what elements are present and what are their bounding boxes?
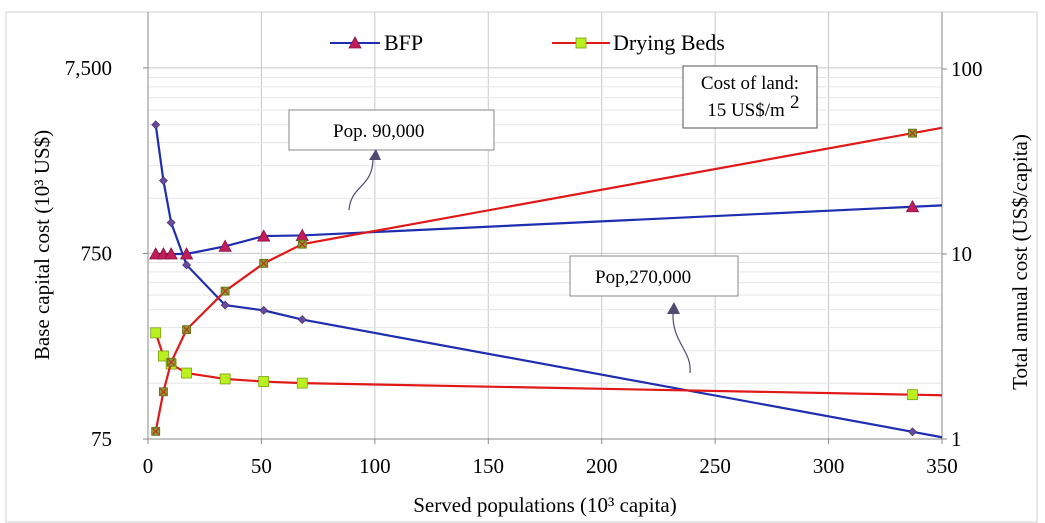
x-tick-label: 250 <box>699 454 731 478</box>
data-point-bfp-capital <box>166 218 176 227</box>
annotation-pop-270000: Pop,270,000 <box>595 267 691 288</box>
y-right-tick-label: 100 <box>951 57 983 81</box>
data-point-drying-beds-annual-x <box>160 388 167 396</box>
data-point-bfp-capital <box>297 315 307 325</box>
x-tick-label: 300 <box>813 454 845 478</box>
annotation-cost-of-land-line2: 15 US$/m <box>707 100 785 121</box>
legend-drying-beds-label: Drying Beds <box>613 30 725 55</box>
data-point-bfp-annual <box>905 199 920 213</box>
data-point-bfp-annual <box>218 239 232 252</box>
x-tick-label: 200 <box>586 454 618 478</box>
data-point-drying-beds-annual-x <box>152 427 160 435</box>
data-point-drying-beds-capital <box>158 350 169 362</box>
y-left-tick-label: 750 <box>81 241 113 265</box>
data-point-bfp-annual <box>257 229 271 242</box>
y-axis-label-right: Total annual cost (US$/capita) <box>1008 134 1032 390</box>
data-point-drying-beds-annual-x <box>183 326 190 334</box>
annotation-arrowhead-pop-270000 <box>667 302 680 314</box>
x-tick-label: 350 <box>926 454 958 478</box>
annotation-box-cost-of-land <box>682 65 818 129</box>
data-point-drying-beds-capital <box>907 389 918 401</box>
data-point-drying-beds-annual-x <box>298 240 306 248</box>
data-point-bfp-capital <box>908 427 917 437</box>
data-point-drying-beds-annual-x <box>221 287 229 295</box>
data-point-drying-beds-annual-x <box>909 129 916 137</box>
data-point-drying-beds-annual-x <box>167 358 175 366</box>
x-tick-label: 100 <box>359 454 391 478</box>
data-point-bfp-capital <box>151 120 161 130</box>
annotation-arrow-pop-90000 <box>348 159 374 211</box>
data-point-bfp-capital <box>159 176 168 186</box>
legend-bfp-label: BFP <box>384 30 423 55</box>
data-point-drying-beds-capital <box>258 376 270 387</box>
chart-frame <box>5 11 1038 523</box>
series-layer <box>149 120 943 439</box>
x-tick-label: 150 <box>473 454 505 478</box>
legend-drying-beds-marker <box>575 37 587 49</box>
data-point-bfp-capital <box>259 305 269 315</box>
axes: 0 50 100 150 200 250 300 350 75 750 7,500 1 10 100 Ser… <box>30 12 1032 517</box>
x-tick-label: 0 <box>143 454 154 478</box>
annotations: Pop. 90,000 Pop,270,000 Cost of land: 15 US… <box>288 65 818 374</box>
data-point-bfp-annual <box>164 247 178 260</box>
annotation-box-pop-90000 <box>288 109 495 151</box>
y-right-tick-label: 1 <box>951 427 962 451</box>
data-point-drying-beds-capital <box>296 377 308 389</box>
data-point-bfp-annual <box>179 247 194 260</box>
legend: BFP Drying Beds <box>330 30 725 55</box>
data-point-drying-beds-capital <box>150 327 162 339</box>
data-point-drying-beds-capital <box>219 373 231 385</box>
annotation-arrowhead-pop-90000 <box>369 149 381 160</box>
y-left-tick-label: 7,500 <box>65 56 112 80</box>
data-point-bfp-capital <box>182 260 191 270</box>
data-point-drying-beds-capital <box>181 367 192 379</box>
annotation-cost-of-land-line1: Cost of land: <box>701 73 799 94</box>
y-right-tick-label: 10 <box>951 242 972 266</box>
annotation-cost-of-land-sup: 2 <box>790 92 800 113</box>
x-axis-label: Served populations (10³ capita) <box>413 493 676 517</box>
data-point-bfp-capital <box>220 300 230 310</box>
annotation-box-pop-270000 <box>569 255 739 297</box>
annotation-arrow-pop-270000 <box>672 312 691 374</box>
x-tick-label: 50 <box>251 454 272 478</box>
y-axis-label-left: Base capital cost (10³ US$) <box>30 130 54 360</box>
y-left-tick-label: 75 <box>91 427 112 451</box>
legend-bfp-marker <box>348 36 362 49</box>
annotation-pop-90000: Pop. 90,000 <box>333 121 424 142</box>
data-point-drying-beds-annual-x <box>260 259 268 267</box>
